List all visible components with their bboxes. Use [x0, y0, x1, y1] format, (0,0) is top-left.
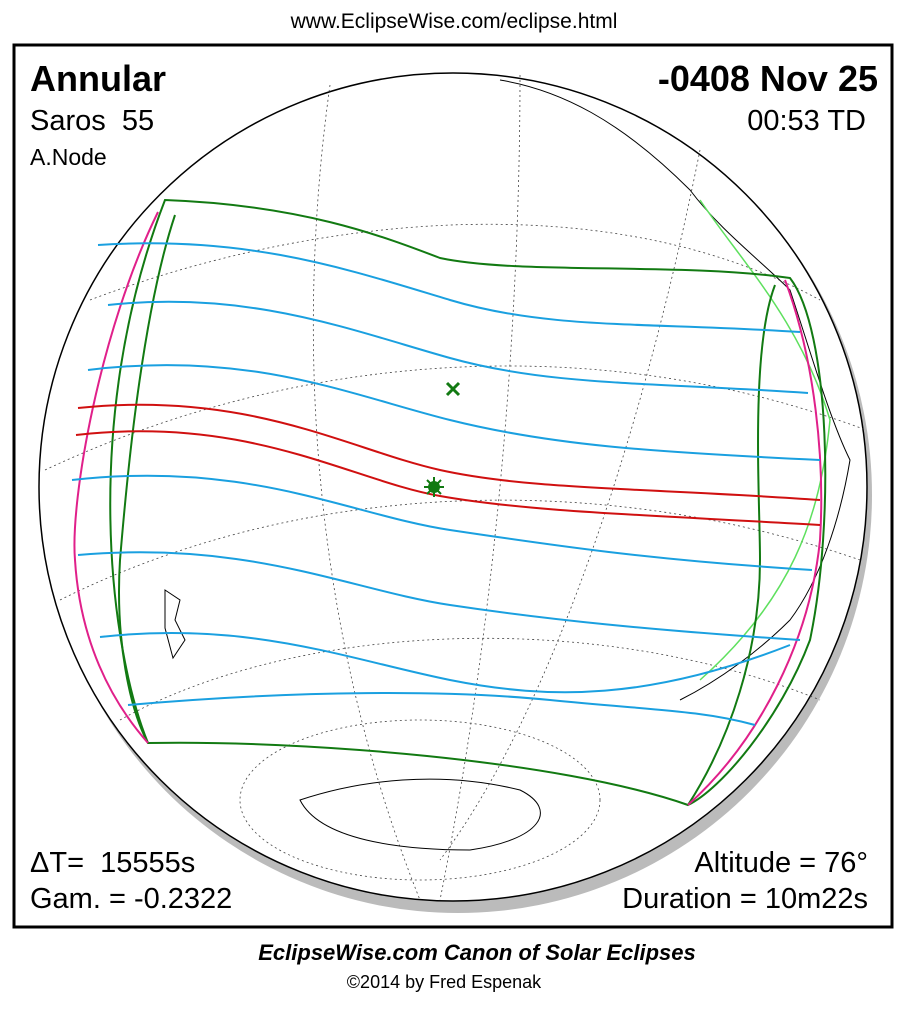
set-limit [687, 284, 776, 806]
saros: Saros 55 [30, 105, 154, 137]
eclipse-date: -0408 Nov 25 [658, 58, 878, 99]
magnitude-line [127, 692, 756, 726]
duration: Duration = 10m22s [622, 883, 868, 915]
greatest-duration-marker [445, 381, 461, 397]
globe [38, 72, 868, 902]
eclipse-type: Annular [30, 58, 166, 99]
parallel [89, 223, 821, 301]
penumbra-limit [109, 198, 827, 807]
island [164, 589, 186, 660]
altitude: Altitude = 76° [694, 847, 868, 879]
magnitude-line [107, 300, 809, 394]
coastlines [164, 79, 851, 851]
central-limit [77, 403, 821, 501]
footer-title: EclipseWise.com Canon of Solar Eclipses [258, 940, 696, 965]
gamma: Gam. = -0.2322 [30, 883, 232, 915]
antarctica [299, 778, 541, 851]
copyright: ©2014 by Fred Espenak [347, 972, 542, 992]
greatest-eclipse-marker [424, 477, 444, 497]
magnitude-line [77, 551, 801, 641]
url: www.EclipseWise.com/eclipse.html [290, 10, 618, 33]
magnitude-line [97, 242, 801, 333]
magnitude-line [99, 631, 791, 694]
central-limit [75, 430, 821, 526]
rise-set-curve [687, 279, 823, 806]
parallel [59, 499, 861, 601]
eclipse-path [71, 198, 827, 807]
coast [499, 79, 851, 701]
delta-t: ΔT= 15555s [30, 847, 195, 879]
parallel [239, 719, 601, 881]
time: 00:53 TD [747, 105, 866, 137]
parallel [44, 365, 867, 471]
magnitude-line [87, 364, 821, 461]
meridian [439, 74, 521, 901]
coast-highlight [699, 199, 831, 681]
magnitude-line [71, 474, 813, 571]
node: A.Node [30, 144, 107, 170]
rise-set-curve [73, 211, 159, 744]
rise-limit [118, 214, 176, 744]
